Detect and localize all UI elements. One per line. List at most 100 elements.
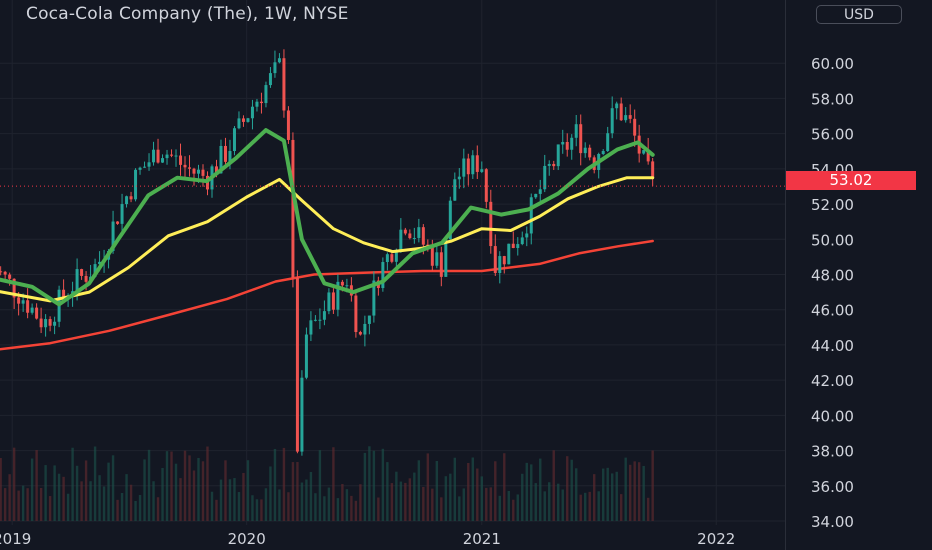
volume-bar: [637, 462, 641, 521]
currency-selector[interactable]: USD: [816, 5, 902, 24]
candle-body: [340, 281, 344, 286]
volume-bar: [224, 460, 227, 521]
y-tick-label: 50.00: [811, 231, 854, 249]
last-price-label: 53.02: [786, 171, 916, 190]
volume-bar: [642, 465, 645, 521]
candle-body: [165, 154, 169, 159]
volume-bar: [179, 478, 182, 521]
axes: 60.0058.0056.0054.0052.0050.0048.0046.00…: [0, 0, 854, 550]
candle-body: [444, 239, 448, 277]
candle-body: [565, 141, 569, 150]
moving-average-red-line: [0, 239, 654, 351]
volume-bar: [264, 488, 268, 521]
volume-bar: [395, 471, 398, 521]
candle-body: [188, 167, 192, 169]
candle-body: [147, 162, 151, 167]
candle-body: [322, 311, 326, 320]
volume-bar: [462, 488, 466, 521]
candle-body: [579, 124, 583, 154]
volume-bar: [35, 450, 38, 521]
volume-bars: [0, 446, 654, 521]
candle-body: [534, 193, 538, 198]
volume-bar: [593, 474, 596, 521]
candle-body: [48, 319, 52, 326]
volume-bar: [602, 468, 605, 521]
volume-bar: [476, 468, 479, 521]
volume-bar: [107, 462, 110, 521]
volume-bar: [89, 481, 92, 521]
volume-bar: [296, 462, 299, 521]
candle-body: [8, 274, 12, 279]
candle-body: [39, 318, 43, 328]
volume-bar: [206, 446, 209, 521]
candle-body: [462, 158, 466, 177]
candle-body: [138, 167, 142, 170]
candle-body: [120, 204, 124, 224]
candle-body: [313, 319, 317, 321]
volume-bar: [610, 473, 614, 521]
volume-bar: [350, 495, 353, 521]
y-tick-label: 42.00: [811, 372, 854, 390]
y-tick-label: 58.00: [811, 90, 854, 108]
volume-bar: [291, 462, 295, 521]
candle-body: [480, 169, 484, 172]
volume-bar: [3, 488, 7, 521]
volume-bar: [485, 487, 488, 521]
moving-average-green: [0, 128, 655, 307]
candle-body: [399, 229, 403, 252]
volume-bar: [471, 457, 474, 521]
candle-body: [381, 262, 385, 289]
volume-bar: [336, 498, 340, 521]
volume-bar: [615, 471, 618, 521]
candle-body: [435, 252, 439, 266]
candle-body: [633, 118, 637, 136]
moving-average-yellow-line: [0, 176, 655, 303]
candle-body: [291, 139, 295, 278]
volume-bar: [435, 460, 439, 521]
candle-body: [525, 233, 529, 238]
volume-bar: [624, 457, 627, 521]
candle-body: [143, 166, 147, 168]
volume-bar: [26, 488, 29, 521]
volume-bar: [345, 489, 349, 521]
candle-body: [286, 110, 290, 140]
volume-bar: [525, 462, 528, 521]
volume-bar: [309, 472, 313, 521]
volume-bar: [327, 487, 331, 521]
volume-bar: [129, 484, 133, 521]
x-tick-label: 2022: [697, 530, 735, 548]
volume-bar: [552, 450, 555, 521]
volume-bar: [431, 488, 434, 521]
candle-body: [471, 155, 475, 175]
volume-bar: [417, 460, 421, 521]
volume-bar: [260, 499, 263, 521]
candle-body: [152, 149, 156, 163]
x-tick-label: 2020: [228, 530, 266, 548]
volume-bar: [233, 478, 236, 521]
y-tick-label: 36.00: [811, 478, 854, 496]
volume-bar: [377, 497, 380, 521]
candle-body: [358, 332, 362, 335]
volume-bar: [548, 482, 551, 521]
candle-body: [259, 101, 263, 104]
y-tick-label: 56.00: [811, 126, 854, 144]
y-tick-label: 38.00: [811, 443, 854, 461]
volume-bar: [341, 484, 344, 521]
volume-bar: [8, 474, 11, 521]
volume-bar: [597, 491, 600, 521]
candle-body: [466, 158, 470, 175]
candle-body: [408, 233, 412, 239]
volume-bar: [503, 453, 506, 521]
volume-bar: [197, 457, 200, 521]
candle-body: [183, 164, 187, 168]
candle-body: [574, 124, 578, 138]
volume-bar: [147, 449, 151, 521]
candle-body: [179, 155, 183, 165]
volume-bar: [170, 451, 173, 521]
candle-body: [475, 155, 479, 172]
candle-body: [192, 168, 196, 174]
candle-body: [403, 229, 407, 234]
candle-body: [615, 103, 619, 109]
volume-bar: [646, 497, 650, 521]
